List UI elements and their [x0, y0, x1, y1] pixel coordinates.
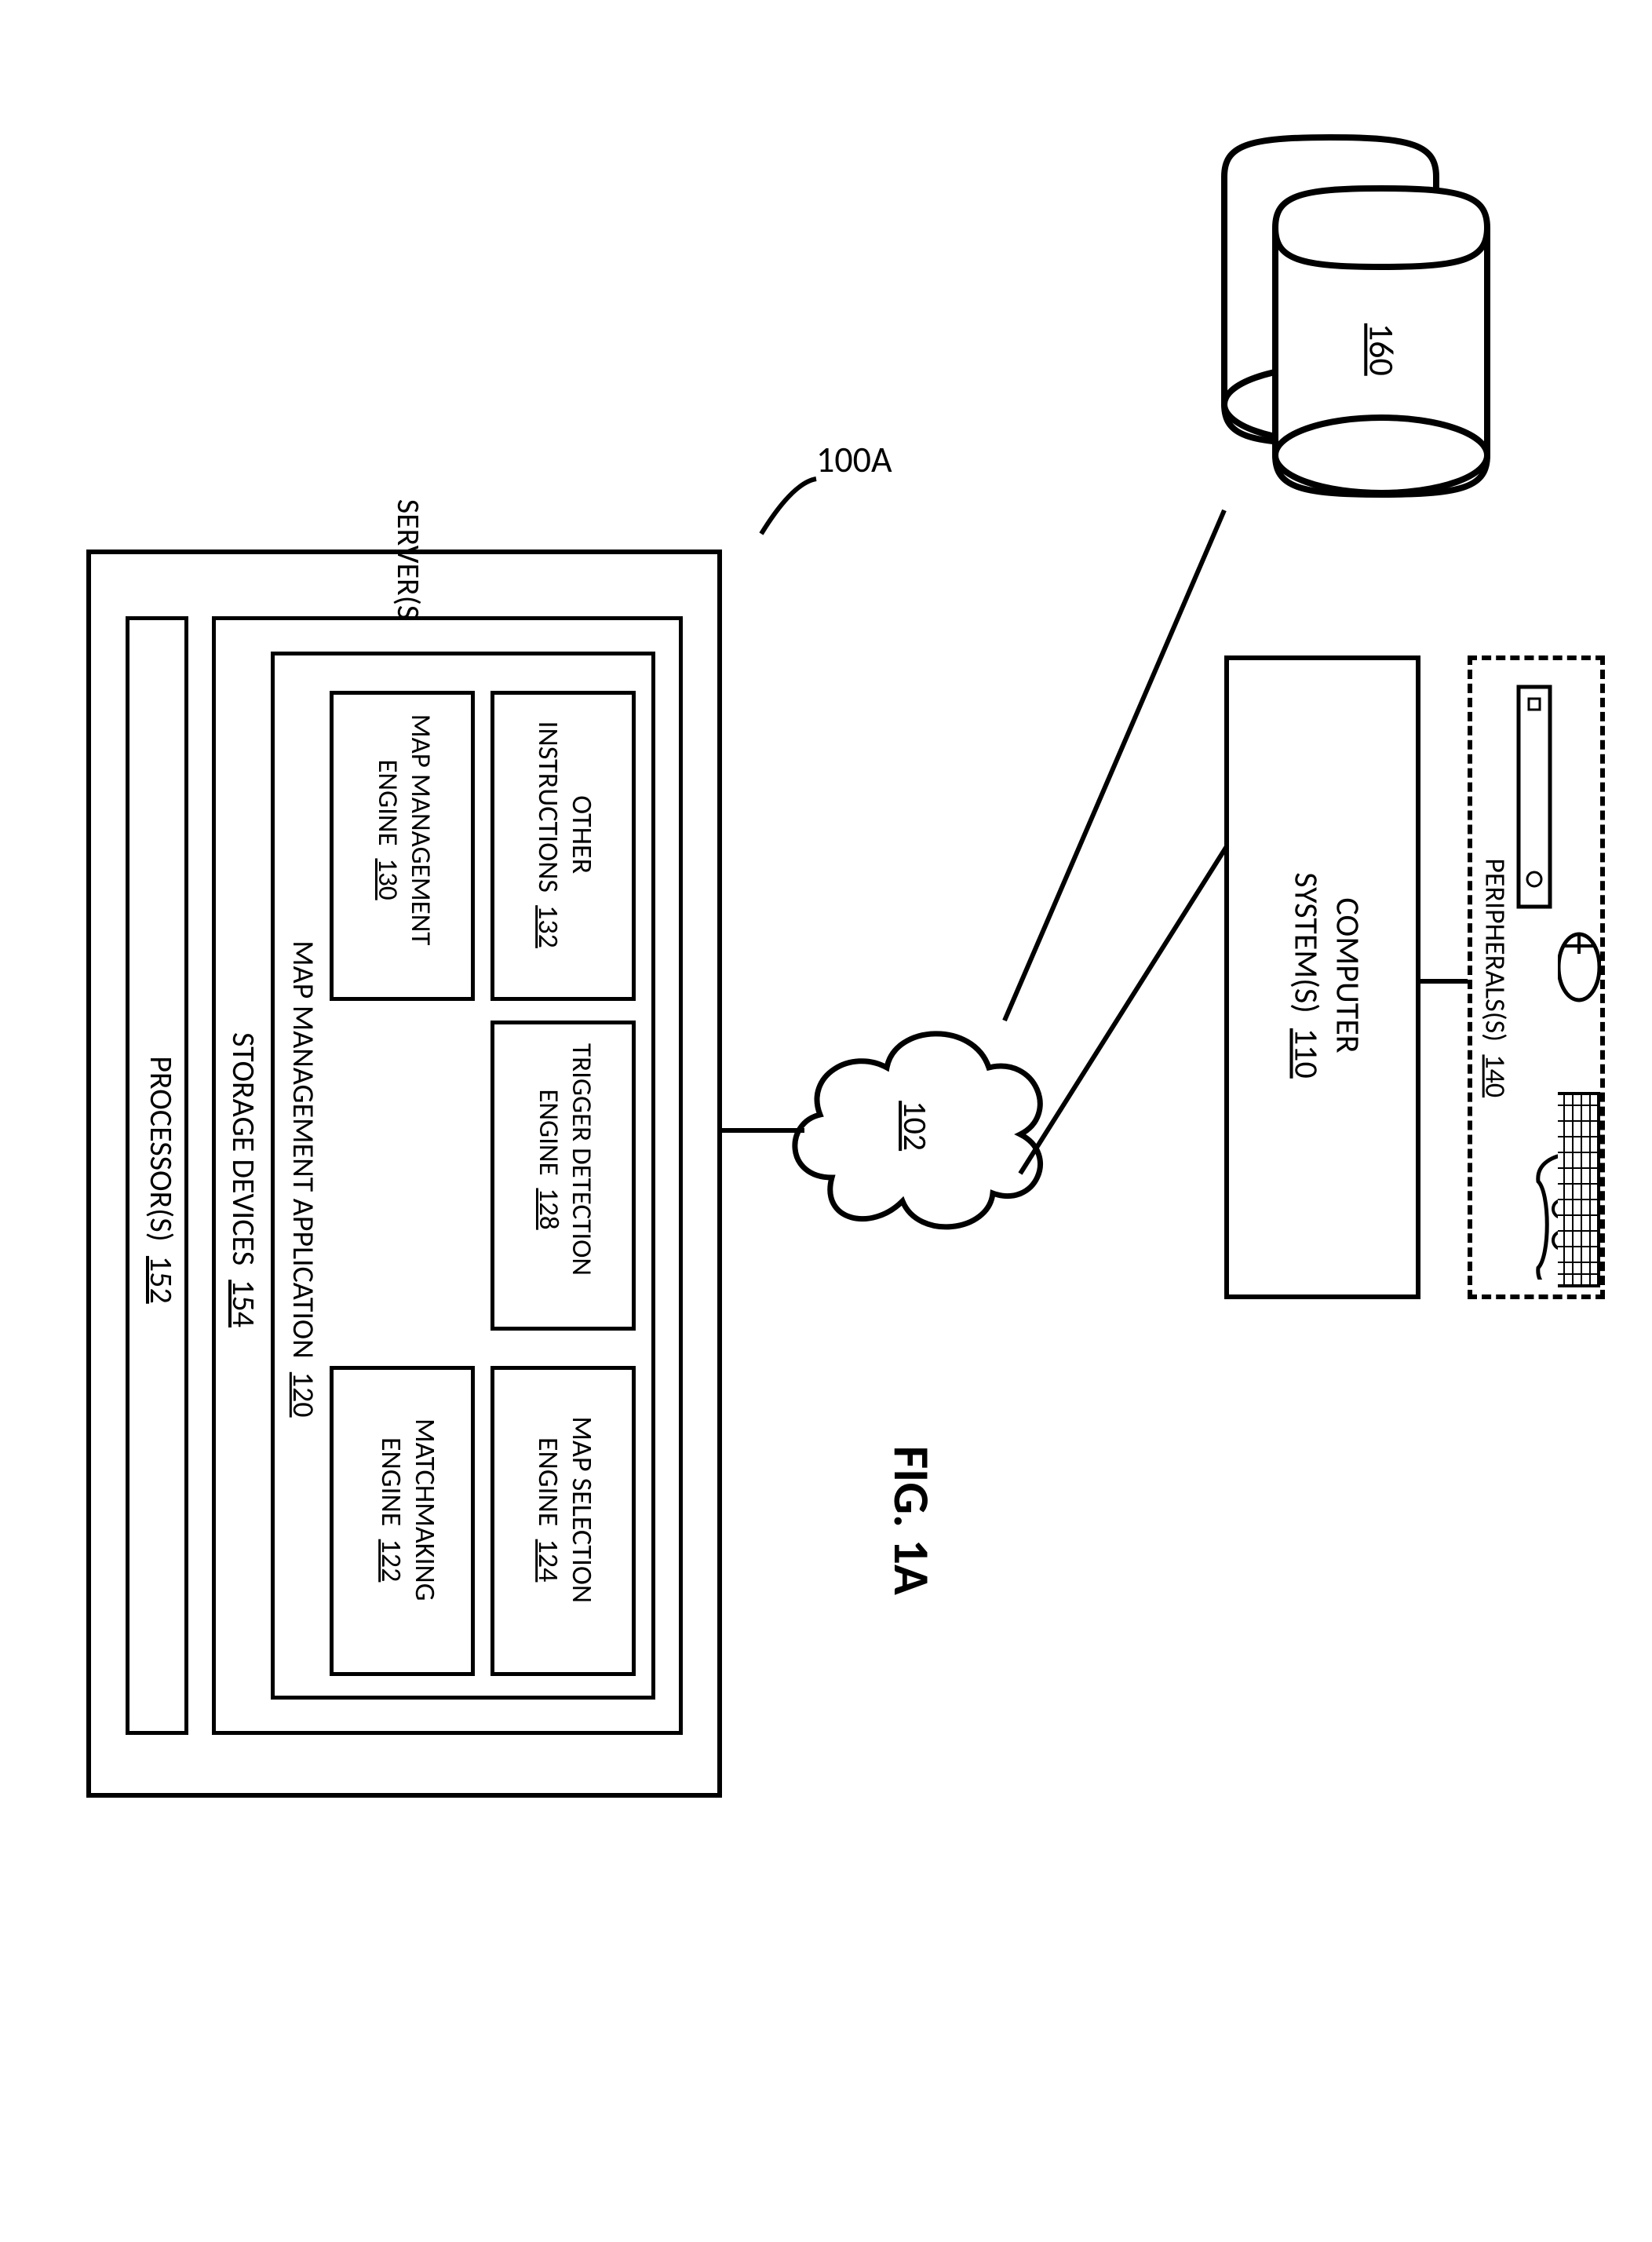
- peripherals-title: PERIPHERALS(S): [1479, 858, 1513, 1042]
- cloud-ref: 102: [895, 1086, 933, 1165]
- server-title-text: SERVER(S): [389, 499, 428, 630]
- processors-ref: 152: [142, 1256, 181, 1304]
- system-ref-label: 100A: [816, 440, 892, 481]
- app-title-text: MAP MANAGEMENT APPLICATION: [285, 940, 321, 1358]
- map-sel-label: MAP SELECTION ENGINE 124: [531, 1384, 599, 1635]
- figure-label: FIG. 1A: [881, 1403, 939, 1638]
- processors-title: PROCESSOR(S) 152: [143, 1031, 179, 1329]
- map-mgmt-label: MAP MANAGEMENT ENGINE 130: [371, 704, 437, 955]
- cloud-ref-text: 102: [895, 1101, 935, 1151]
- database-ref-text: 160: [1360, 323, 1402, 376]
- database-ref: 160: [1362, 302, 1402, 396]
- map-sel-ref: 124: [531, 1539, 566, 1583]
- mouse-icon: [1558, 926, 1601, 1009]
- storage-title-text: STORAGE DEVICES: [224, 1032, 263, 1265]
- trigger-ref: 128: [532, 1188, 565, 1229]
- storage-title: STORAGE DEVICES 154: [225, 1011, 261, 1349]
- matchmaking-label: MATCHMAKING ENGINE 122: [374, 1384, 442, 1635]
- peripherals-ref: 140: [1479, 1054, 1513, 1097]
- storage-ref: 154: [224, 1280, 263, 1327]
- computer-label: COMPUTER SYSTEM(S) 110: [1285, 850, 1368, 1101]
- processors-title-text: PROCESSOR(S): [142, 1056, 181, 1242]
- database-icon: [1150, 122, 1542, 530]
- console-icon: [1515, 683, 1554, 911]
- app-title: MAP MANAGEMENT APPLICATION 120: [285, 936, 319, 1422]
- other-title: OTHER INSTRUCTIONS: [531, 721, 600, 892]
- system-ref-leader: [753, 471, 824, 542]
- matchmaking-ref: 122: [374, 1539, 409, 1583]
- app-ref: 120: [285, 1372, 321, 1418]
- map-mgmt-title: MAP MANAGEMENT ENGINE: [371, 714, 437, 946]
- peripherals-label: PERIPHERALS(S) 140: [1479, 809, 1511, 1147]
- computer-ref: 110: [1286, 1028, 1326, 1079]
- figure-canvas: 100A SERVER(S) 150 PROCESSOR(S) 152 STOR…: [0, 0, 1652, 2242]
- trigger-title: TRIGGER DETECTION ENGINE: [532, 1043, 598, 1276]
- map-mgmt-ref: 130: [371, 858, 404, 900]
- other-ref: 132: [531, 905, 566, 948]
- other-label: OTHER INSTRUCTIONS 132: [531, 709, 599, 960]
- trigger-label: TRIGGER DETECTION ENGINE 128: [532, 1030, 598, 1289]
- keyboard-icon: [1558, 1091, 1601, 1287]
